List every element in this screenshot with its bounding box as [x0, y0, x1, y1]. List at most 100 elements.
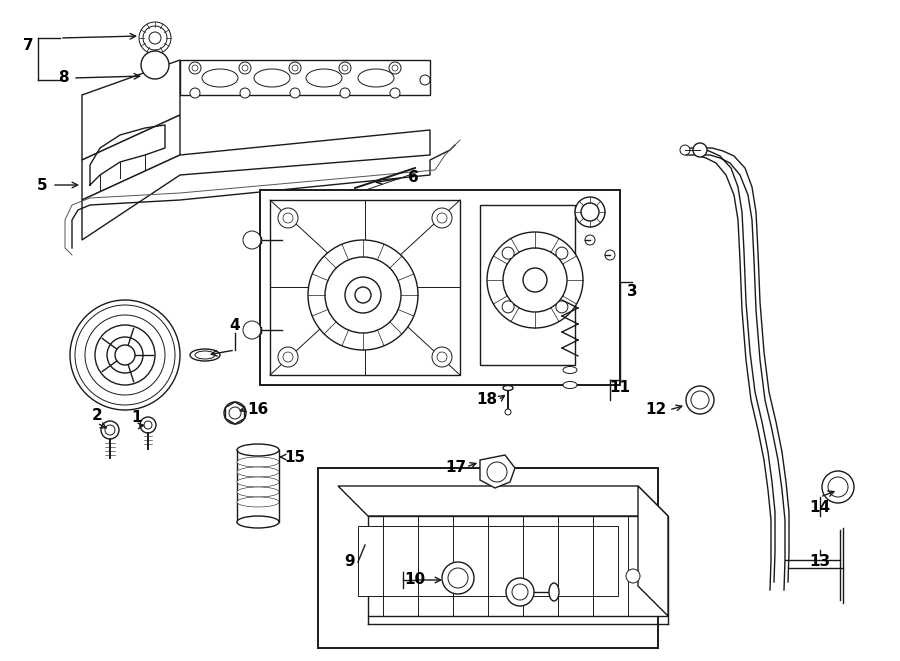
- Polygon shape: [270, 200, 460, 375]
- Polygon shape: [480, 205, 575, 365]
- Ellipse shape: [563, 381, 577, 389]
- Circle shape: [292, 65, 298, 71]
- Circle shape: [278, 347, 298, 367]
- Circle shape: [626, 569, 640, 583]
- Circle shape: [691, 391, 709, 409]
- Circle shape: [278, 208, 298, 228]
- Circle shape: [585, 235, 595, 245]
- Polygon shape: [368, 516, 668, 616]
- Text: 4: 4: [230, 317, 240, 332]
- Ellipse shape: [237, 444, 279, 456]
- Bar: [318, 468, 658, 648]
- Circle shape: [605, 250, 615, 260]
- Ellipse shape: [237, 516, 279, 528]
- Polygon shape: [82, 60, 180, 160]
- Text: 11: 11: [609, 381, 631, 395]
- Text: 1: 1: [131, 410, 142, 426]
- Circle shape: [487, 232, 583, 328]
- Text: 5: 5: [37, 178, 48, 192]
- Circle shape: [556, 301, 568, 313]
- Bar: [260, 190, 620, 385]
- Text: 17: 17: [446, 459, 466, 475]
- Text: 18: 18: [476, 393, 498, 407]
- Circle shape: [143, 26, 167, 50]
- Text: 10: 10: [404, 572, 426, 588]
- Text: 14: 14: [809, 500, 831, 516]
- Circle shape: [290, 88, 300, 98]
- Text: 16: 16: [248, 401, 268, 416]
- Polygon shape: [480, 455, 515, 488]
- Text: 9: 9: [345, 555, 356, 570]
- Text: 12: 12: [645, 403, 667, 418]
- Ellipse shape: [306, 69, 342, 87]
- Circle shape: [432, 208, 452, 228]
- Circle shape: [506, 578, 534, 606]
- Circle shape: [85, 315, 165, 395]
- Circle shape: [502, 301, 514, 313]
- Circle shape: [75, 305, 175, 405]
- Ellipse shape: [237, 497, 279, 507]
- Polygon shape: [82, 130, 430, 240]
- Text: 3: 3: [626, 284, 637, 299]
- Circle shape: [243, 321, 261, 339]
- Ellipse shape: [145, 59, 165, 65]
- Circle shape: [308, 240, 418, 350]
- Ellipse shape: [237, 457, 279, 467]
- Circle shape: [345, 277, 381, 313]
- Circle shape: [101, 421, 119, 439]
- Circle shape: [141, 51, 169, 79]
- Circle shape: [340, 88, 350, 98]
- Polygon shape: [338, 486, 668, 516]
- Ellipse shape: [202, 69, 238, 87]
- Circle shape: [523, 268, 547, 292]
- Circle shape: [822, 471, 854, 503]
- Circle shape: [190, 88, 200, 98]
- Circle shape: [192, 65, 198, 71]
- Circle shape: [432, 347, 452, 367]
- Circle shape: [107, 337, 143, 373]
- Circle shape: [680, 145, 690, 155]
- Ellipse shape: [144, 71, 166, 79]
- Circle shape: [224, 402, 246, 424]
- Polygon shape: [358, 526, 618, 596]
- Polygon shape: [226, 402, 245, 424]
- Circle shape: [575, 197, 605, 227]
- Ellipse shape: [563, 366, 577, 373]
- Circle shape: [229, 407, 241, 419]
- Circle shape: [512, 584, 528, 600]
- Circle shape: [420, 75, 430, 85]
- Polygon shape: [638, 486, 668, 616]
- Circle shape: [502, 247, 514, 259]
- Text: 6: 6: [408, 171, 418, 186]
- Circle shape: [242, 65, 248, 71]
- Ellipse shape: [147, 72, 163, 78]
- Text: 8: 8: [58, 71, 68, 85]
- Text: 13: 13: [809, 555, 831, 570]
- Text: 15: 15: [284, 449, 306, 465]
- Polygon shape: [82, 115, 180, 200]
- Circle shape: [140, 417, 156, 433]
- Ellipse shape: [237, 487, 279, 497]
- Circle shape: [355, 287, 371, 303]
- Circle shape: [448, 568, 468, 588]
- Circle shape: [325, 257, 401, 333]
- Circle shape: [189, 62, 201, 74]
- Circle shape: [828, 477, 848, 497]
- Text: 2: 2: [92, 407, 103, 422]
- Circle shape: [389, 62, 401, 74]
- Circle shape: [693, 143, 707, 157]
- Circle shape: [149, 32, 161, 44]
- Circle shape: [342, 65, 348, 71]
- Circle shape: [105, 425, 115, 435]
- Ellipse shape: [190, 349, 220, 361]
- Circle shape: [243, 231, 261, 249]
- Circle shape: [115, 345, 135, 365]
- Circle shape: [503, 248, 567, 312]
- Ellipse shape: [503, 385, 513, 391]
- Circle shape: [70, 300, 180, 410]
- Circle shape: [392, 65, 398, 71]
- Ellipse shape: [237, 467, 279, 477]
- Circle shape: [505, 409, 511, 415]
- Circle shape: [686, 386, 714, 414]
- Ellipse shape: [237, 477, 279, 487]
